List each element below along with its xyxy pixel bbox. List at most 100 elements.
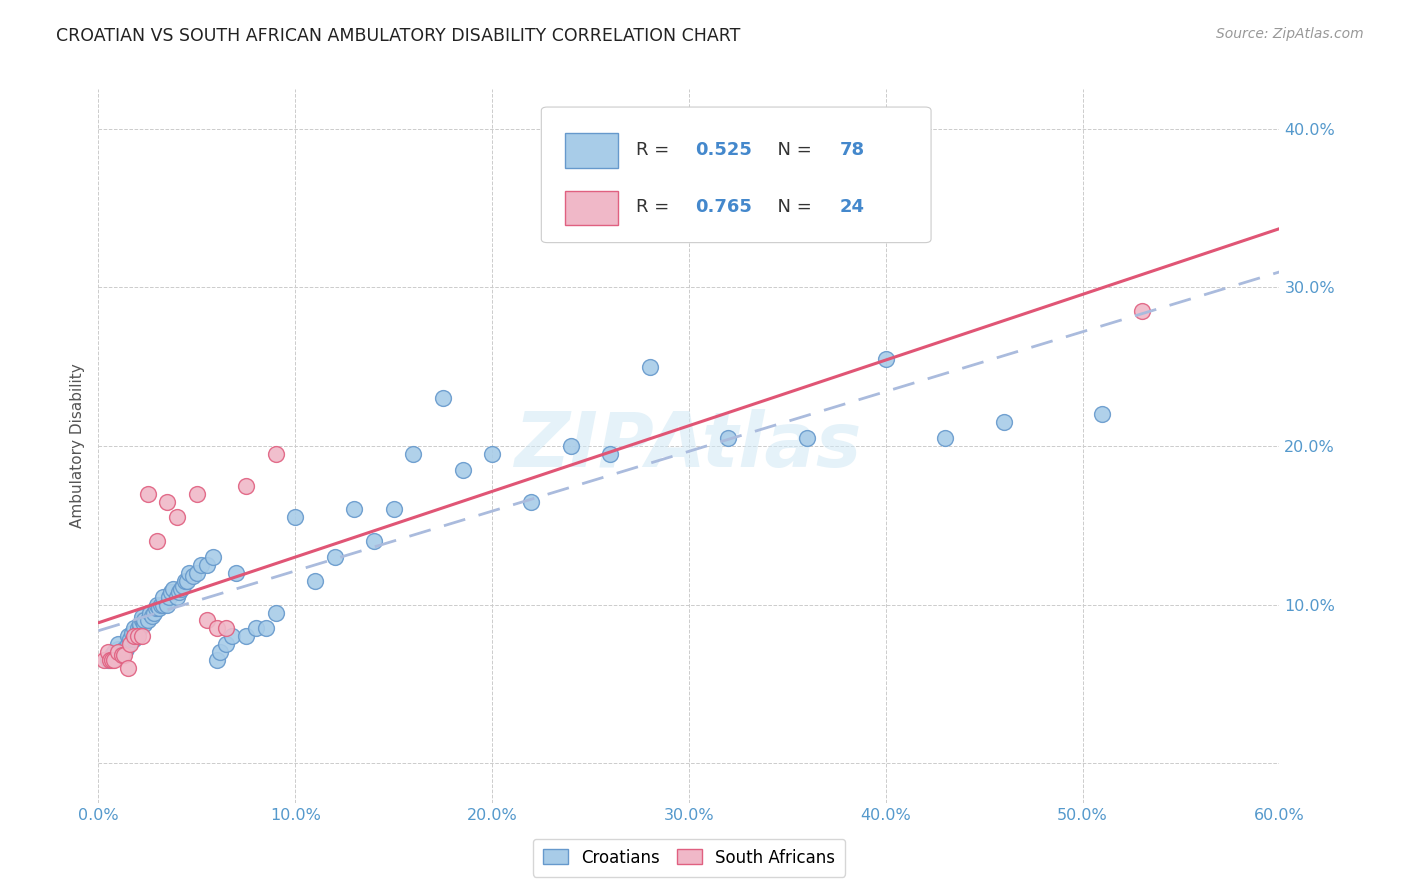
Point (993, 415, 1015, 429)
Point (118, 637, 141, 651)
Point (146, 598, 169, 612)
Point (205, 653, 228, 667)
Point (156, 494, 179, 508)
Point (136, 486, 159, 500)
Point (148, 600, 170, 615)
Point (132, 614, 155, 628)
Point (146, 534, 169, 549)
Point (451, 463, 474, 477)
Point (166, 510, 188, 524)
Point (112, 645, 135, 659)
Point (122, 629, 145, 643)
Point (205, 621, 228, 635)
Point (176, 574, 198, 588)
Point (177, 566, 200, 580)
Point (93, 653, 115, 667)
Point (215, 621, 238, 635)
Point (131, 614, 153, 628)
Point (520, 494, 543, 508)
Point (166, 590, 188, 604)
Point (122, 632, 145, 647)
Point (128, 621, 150, 635)
Point (131, 610, 153, 624)
Point (323, 549, 346, 564)
Point (97, 645, 120, 659)
Point (97, 653, 120, 667)
Point (1091, 407, 1114, 421)
Point (118, 632, 141, 647)
Point (112, 648, 135, 663)
Point (117, 661, 139, 675)
Point (254, 621, 277, 635)
Text: ZIPAtlas: ZIPAtlas (515, 409, 863, 483)
Point (170, 582, 193, 596)
FancyBboxPatch shape (541, 107, 931, 243)
Point (264, 447, 287, 461)
Point (112, 642, 135, 657)
Point (225, 566, 247, 580)
Bar (565, 134, 619, 168)
Point (150, 598, 173, 612)
Point (117, 629, 139, 643)
Point (221, 629, 243, 643)
Point (125, 629, 148, 643)
Point (157, 590, 180, 604)
Point (98, 653, 121, 667)
Point (128, 616, 150, 631)
Legend: Croatians, South Africans: Croatians, South Africans (533, 838, 845, 877)
Point (107, 645, 129, 659)
Text: 24: 24 (841, 198, 865, 216)
Point (717, 431, 740, 445)
Text: 78: 78 (841, 141, 865, 159)
Point (432, 392, 454, 406)
Point (190, 558, 212, 572)
Point (402, 447, 425, 461)
Text: 0.765: 0.765 (695, 198, 752, 216)
Point (121, 626, 143, 640)
Text: N =: N = (766, 198, 817, 216)
Point (195, 558, 218, 572)
Point (481, 447, 503, 461)
Point (181, 569, 204, 583)
Point (138, 606, 160, 620)
Point (235, 478, 257, 492)
Point (875, 351, 897, 366)
Point (131, 629, 153, 643)
Text: R =: R = (636, 141, 675, 159)
Bar (565, 191, 619, 225)
Point (284, 510, 307, 524)
Point (111, 648, 134, 663)
Point (195, 614, 218, 628)
Point (142, 606, 165, 620)
Point (209, 645, 232, 659)
Point (186, 486, 208, 500)
Point (167, 585, 190, 599)
Point (264, 606, 287, 620)
Point (117, 637, 139, 651)
Point (132, 616, 155, 631)
Point (103, 645, 125, 659)
Point (934, 431, 956, 445)
Point (172, 578, 194, 592)
Point (111, 648, 134, 663)
Point (1130, 304, 1153, 318)
Point (141, 608, 163, 623)
Point (162, 582, 184, 596)
Y-axis label: Ambulatory Disability: Ambulatory Disability (70, 364, 86, 528)
Point (136, 614, 159, 628)
Point (201, 549, 224, 564)
Point (101, 648, 124, 663)
Point (107, 637, 129, 651)
Point (101, 653, 124, 667)
Point (156, 598, 179, 612)
Point (599, 447, 621, 461)
Point (160, 585, 183, 599)
Point (127, 629, 149, 643)
Point (115, 642, 138, 657)
Point (215, 637, 238, 651)
Point (174, 574, 197, 588)
Point (235, 629, 257, 643)
Point (796, 431, 818, 445)
Point (122, 621, 145, 635)
Point (186, 566, 208, 580)
